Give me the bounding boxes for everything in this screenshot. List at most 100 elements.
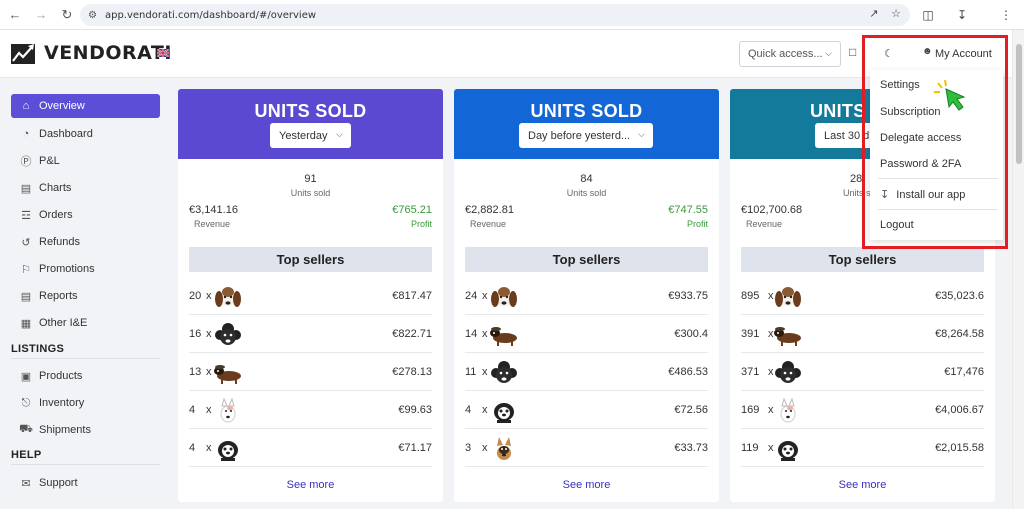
menu-item-install-app[interactable]: ↧ Install our app [880, 188, 965, 201]
sidebar-item-charts[interactable]: ▤ Charts [11, 176, 160, 200]
browser-toolbar: ← → ↻ ⚙ app.vendorati.com/dashboard/#/ov… [0, 0, 1024, 30]
top-seller-row[interactable]: 16 x €822.71 [189, 315, 432, 353]
site-info-icon[interactable]: ⚙ [88, 9, 97, 21]
profit-label: Profit [410, 219, 432, 229]
product-thumbnail-icon[interactable] [773, 320, 803, 348]
top-seller-row[interactable]: 119 x €2,015.58 [741, 429, 984, 467]
product-thumbnail-icon[interactable] [773, 434, 803, 462]
product-thumbnail-icon[interactable] [489, 434, 519, 462]
open-in-app-icon[interactable]: ↗ [869, 8, 879, 20]
forward-icon[interactable]: → [34, 7, 48, 22]
page-scrollbar[interactable] [1012, 30, 1024, 509]
top-seller-row[interactable]: 14 x €300.4 [465, 315, 708, 353]
sidebar-item-pl[interactable]: Ⓟ P&L [11, 149, 160, 173]
times-sign: x [768, 404, 774, 416]
download-icon[interactable]: ↧ [956, 8, 968, 22]
top-seller-row[interactable]: 371 x €17,476 [741, 353, 984, 391]
period-select[interactable]: Yesterday ⌵ [270, 123, 351, 148]
kebab-menu-icon[interactable]: ⋮ [1000, 8, 1012, 22]
seller-amount: €33.73 [674, 442, 708, 454]
quick-access-select[interactable]: Quick access... ⌵ [739, 41, 841, 67]
product-thumbnail-icon[interactable] [773, 358, 803, 386]
reload-icon[interactable]: ↻ [61, 6, 73, 22]
user-icon: ☻ [922, 46, 933, 57]
sidebar-item-orders[interactable]: ☲ Orders [11, 203, 160, 227]
period-label: Last 30 d [824, 130, 870, 142]
extensions-icon[interactable]: ◫ [922, 8, 934, 22]
times-sign: x [768, 366, 774, 378]
top-seller-row[interactable]: 24 x €933.75 [465, 277, 708, 315]
seller-quantity: 14 [465, 328, 478, 340]
seller-quantity: 24 [465, 290, 478, 302]
seller-quantity: 119 [741, 442, 759, 454]
uk-flag-icon[interactable] [157, 49, 169, 57]
sidebar-item-support[interactable]: ✉ Support [11, 471, 160, 495]
top-seller-row[interactable]: 169 x €4,006.67 [741, 391, 984, 429]
top-seller-row[interactable]: 3 x €33.73 [465, 429, 708, 467]
times-sign: x [206, 328, 212, 340]
seller-amount: €72.56 [674, 404, 708, 416]
sidebar-item-other-ie[interactable]: ▦ Other I&E [11, 311, 160, 335]
menu-item-settings[interactable]: Settings [880, 79, 920, 91]
see-more-link[interactable]: See more [562, 479, 611, 491]
seller-quantity: 391 [741, 328, 760, 340]
see-more-link[interactable]: See more [286, 479, 335, 491]
section-divider [11, 358, 160, 359]
sidebar-item-label: Charts [39, 182, 72, 194]
see-more-link[interactable]: See more [838, 479, 887, 491]
chart-icon: ▤ [20, 182, 32, 195]
sidebar-item-reports[interactable]: ▤ Reports [11, 284, 160, 308]
menu-item-password-2fa[interactable]: Password & 2FA [880, 158, 962, 170]
profit-value: €765.21 [392, 204, 432, 216]
top-seller-row[interactable]: 4 x €99.63 [189, 391, 432, 429]
product-thumbnail-icon[interactable] [773, 396, 803, 424]
top-seller-row[interactable]: 895 x €35,023.6 [741, 277, 984, 315]
product-thumbnail-icon[interactable] [489, 282, 519, 310]
star-icon[interactable]: ☆ [891, 8, 901, 20]
top-seller-row[interactable]: 13 x €278.13 [189, 353, 432, 391]
product-thumbnail-icon[interactable] [773, 282, 803, 310]
back-icon[interactable]: ← [8, 7, 22, 22]
period-label: Day before yesterd... [528, 130, 631, 142]
scrollbar-thumb[interactable] [1016, 44, 1022, 164]
product-thumbnail-icon[interactable] [213, 320, 243, 348]
my-account-button[interactable]: My Account [935, 48, 992, 60]
product-thumbnail-icon[interactable] [213, 358, 243, 386]
sidebar-item-refunds[interactable]: ↺ Refunds [11, 230, 160, 254]
product-thumbnail-icon[interactable] [213, 396, 243, 424]
gauge-icon: ◔ [22, 128, 30, 140]
chat-icon: ✉ [21, 477, 31, 490]
menu-item-logout[interactable]: Logout [880, 219, 914, 231]
top-seller-row[interactable]: 20 x €817.47 [189, 277, 432, 315]
times-sign: x [482, 290, 488, 302]
sidebar-item-inventory[interactable]: ⎋ Inventory [11, 391, 160, 415]
product-thumbnail-icon[interactable] [489, 396, 519, 424]
product-thumbnail-icon[interactable] [213, 434, 243, 462]
sidebar-item-dashboard[interactable]: ◔ Dashboard [11, 122, 160, 146]
moon-icon[interactable]: ☾ [884, 48, 894, 60]
sidebar-item-shipments[interactable]: ⛟ Shipments [11, 418, 160, 442]
menu-item-subscription[interactable]: Subscription [880, 106, 941, 118]
top-seller-row[interactable]: 391 x €8,264.58 [741, 315, 984, 353]
sidebar-item-label: Shipments [39, 424, 91, 436]
address-bar[interactable]: ⚙ app.vendorati.com/dashboard/#/overview… [80, 4, 910, 26]
vendorati-logo-icon[interactable] [10, 41, 36, 65]
seller-amount: €486.53 [668, 366, 708, 378]
sidebar-item-products[interactable]: ▣ Products [11, 364, 160, 388]
seller-amount: €822.71 [392, 328, 432, 340]
menu-item-delegate-access[interactable]: Delegate access [880, 132, 962, 144]
top-seller-row[interactable]: 4 x €72.56 [465, 391, 708, 429]
sidebar-item-overview[interactable]: ⌂ Overview [11, 94, 160, 118]
product-thumbnail-icon[interactable] [489, 358, 519, 386]
product-thumbnail-icon[interactable] [213, 282, 243, 310]
period-select[interactable]: Day before yesterd... ⌵ [519, 123, 653, 148]
sidebar-item-promotions[interactable]: ⚐ Promotions [11, 257, 160, 281]
chevron-down-icon: ⌵ [638, 129, 645, 139]
brand-name[interactable]: VENDORATI [44, 42, 172, 64]
revenue-label: Revenue [746, 219, 783, 229]
product-thumbnail-icon[interactable] [489, 320, 519, 348]
top-seller-row[interactable]: 11 x €486.53 [465, 353, 708, 391]
sidebar-item-label: Orders [39, 209, 73, 221]
top-seller-row[interactable]: 4 x €71.17 [189, 429, 432, 467]
bookmark-icon[interactable]: □ [849, 45, 857, 59]
